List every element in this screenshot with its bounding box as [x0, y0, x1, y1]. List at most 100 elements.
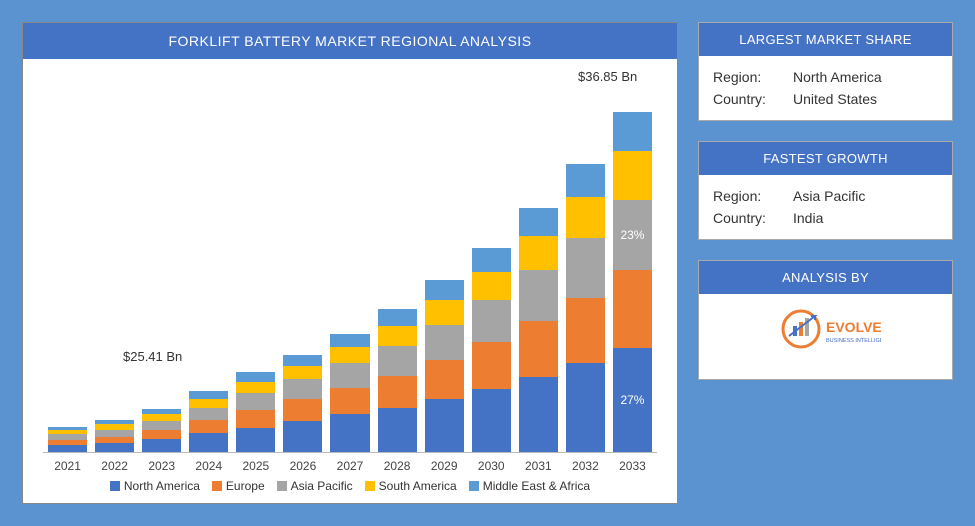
- bar-segment: [566, 164, 605, 197]
- analysis-by-title: ANALYSIS BY: [699, 261, 952, 294]
- largest-share-body: Region: North America Country: United St…: [699, 56, 952, 120]
- bar-segment: [472, 300, 511, 342]
- fastest-country-label: Country:: [713, 210, 793, 226]
- bar-segment: [519, 270, 558, 321]
- bar-segment: [378, 376, 417, 408]
- fastest-growth-body: Region: Asia Pacific Country: India: [699, 175, 952, 239]
- x-axis-labels: 2021202220232024202520262027202820292030…: [23, 453, 677, 473]
- bar-stack: 27% 23%: [613, 112, 652, 452]
- bar-segment: [283, 379, 322, 399]
- fastest-country-row: Country: India: [713, 207, 938, 229]
- bar-segment: [95, 437, 134, 444]
- bar-column: [236, 69, 275, 452]
- bar-segment: [566, 197, 605, 238]
- bar-segment: [472, 272, 511, 301]
- x-tick-label: 2031: [519, 459, 558, 473]
- bar-column: [519, 69, 558, 452]
- bar-segment: [330, 347, 369, 364]
- bar-segment: [472, 389, 511, 452]
- bar-segment: [95, 424, 134, 430]
- legend-item: Asia Pacific: [277, 479, 353, 493]
- bar-segment: [189, 399, 228, 408]
- largest-share-card: LARGEST MARKET SHARE Region: North Ameri…: [698, 22, 953, 121]
- bar-segment: [519, 321, 558, 376]
- bar-stack: [566, 164, 605, 452]
- bar-column: [189, 69, 228, 452]
- bar-segment: [425, 325, 464, 360]
- x-tick-label: 2026: [283, 459, 322, 473]
- x-tick-label: 2024: [189, 459, 228, 473]
- brand-logo: EVOLVE BUSINESS INTELLIGENCE: [699, 294, 952, 379]
- legend-item: South America: [365, 479, 457, 493]
- bar-segment: [566, 298, 605, 363]
- bar-segment: 23%: [613, 200, 652, 271]
- largest-country-row: Country: United States: [713, 88, 938, 110]
- fastest-region-row: Region: Asia Pacific: [713, 185, 938, 207]
- bar-stack: [330, 334, 369, 453]
- segment-pct-ap: 23%: [620, 228, 644, 242]
- x-tick-label: 2033: [613, 459, 652, 473]
- fastest-region-label: Region:: [713, 188, 793, 204]
- bar-stack: [519, 208, 558, 452]
- bar-segment: [236, 393, 275, 410]
- evolve-logo-icon: EVOLVE BUSINESS INTELLIGENCE: [771, 304, 881, 364]
- bar-stack: [142, 409, 181, 452]
- bar-segment: [142, 430, 181, 439]
- bar-segment: [425, 360, 464, 399]
- bar-segment: [378, 309, 417, 326]
- bar-segment: [283, 355, 322, 366]
- fastest-growth-card: FASTEST GROWTH Region: Asia Pacific Coun…: [698, 141, 953, 240]
- bar-segment: [142, 421, 181, 430]
- legend-item: Europe: [212, 479, 265, 493]
- largest-share-title: LARGEST MARKET SHARE: [699, 23, 952, 56]
- bar-segment: [283, 421, 322, 452]
- chart-panel: FORKLIFT BATTERY MARKET REGIONAL ANALYSI…: [22, 22, 678, 504]
- bar-segment: [142, 409, 181, 415]
- bar-segment: [519, 236, 558, 270]
- bar-column: 27% 23%: [613, 69, 652, 452]
- bar-segment: [48, 440, 87, 446]
- legend-label: Asia Pacific: [291, 479, 353, 493]
- bar-segment: [425, 280, 464, 300]
- fastest-country-value: India: [793, 210, 938, 226]
- bar-segment: [142, 439, 181, 452]
- bar-segment: [283, 399, 322, 421]
- bar-segment: [519, 377, 558, 452]
- bar-segment: [330, 388, 369, 415]
- x-tick-label: 2028: [378, 459, 417, 473]
- bar-segment: [48, 430, 87, 434]
- bar-segment: [189, 433, 228, 452]
- legend-swatch: [365, 481, 375, 491]
- bar-segment: [566, 238, 605, 298]
- bar-segment: 27%: [613, 348, 652, 452]
- bar-segment: [566, 363, 605, 452]
- bar-segment: [613, 270, 652, 348]
- bar-stack: [189, 391, 228, 452]
- bar-segment: [330, 363, 369, 387]
- bar-segment: [95, 430, 134, 437]
- bar-stack: [48, 427, 87, 452]
- bar-segment: [283, 366, 322, 379]
- bar-column: [566, 69, 605, 452]
- bar-column: [472, 69, 511, 452]
- largest-country-value: United States: [793, 91, 938, 107]
- x-tick-label: 2022: [95, 459, 134, 473]
- bar-segment: [48, 434, 87, 440]
- legend-item: Middle East & Africa: [469, 479, 590, 493]
- bar-segment: [330, 414, 369, 452]
- bar-segment: [236, 382, 275, 393]
- bar-segment: [378, 326, 417, 346]
- x-tick-label: 2025: [236, 459, 275, 473]
- bar-column: [425, 69, 464, 452]
- segment-pct-na: 27%: [620, 393, 644, 407]
- legend-swatch: [469, 481, 479, 491]
- bar-segment: [378, 346, 417, 376]
- bar-column: [48, 69, 87, 452]
- legend-swatch: [212, 481, 222, 491]
- brand-main-text: EVOLVE: [826, 319, 881, 335]
- bar-segment: [236, 428, 275, 452]
- bar-segment: [95, 420, 134, 424]
- legend-label: South America: [379, 479, 457, 493]
- bar-segment: [330, 334, 369, 347]
- bar-stack: [472, 248, 511, 452]
